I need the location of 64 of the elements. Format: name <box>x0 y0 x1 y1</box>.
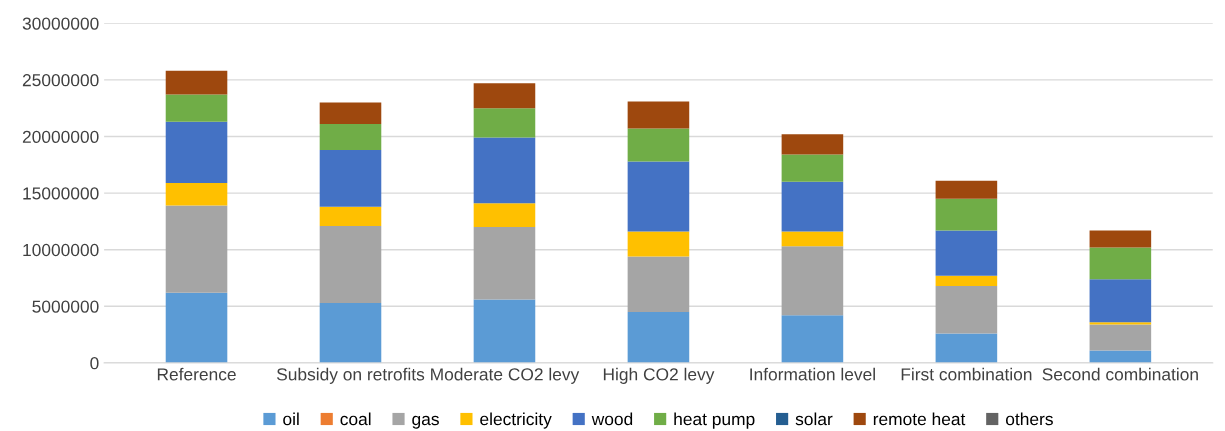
y-tick-label: 20000000 <box>22 130 99 143</box>
bar <box>473 137 536 204</box>
legend-label: wood <box>591 412 633 426</box>
bar <box>165 182 228 206</box>
x-tick-label: Reference <box>157 367 236 381</box>
x-tick-label: Subsidy on retrofits <box>276 367 425 384</box>
y-tick-label: 30000000 <box>22 17 99 30</box>
bar <box>473 299 536 363</box>
bar <box>319 206 382 226</box>
bar <box>1089 247 1152 280</box>
bar <box>319 150 382 207</box>
y-tick-label: 25000000 <box>22 74 99 87</box>
bar <box>627 128 690 162</box>
legend-label: oil <box>283 412 299 426</box>
y-tick-label: 5000000 <box>32 300 99 313</box>
legend-label: gas <box>412 415 439 429</box>
legend-label: others <box>1005 412 1053 426</box>
bar <box>165 94 228 122</box>
bar <box>627 256 690 312</box>
bar <box>627 231 690 257</box>
y-tick-label: 15000000 <box>23 187 99 200</box>
bar <box>473 108 536 138</box>
bar <box>473 83 536 109</box>
x-tick-label: Second combination <box>1042 367 1198 381</box>
bar <box>319 225 382 303</box>
bar <box>781 181 844 232</box>
bar <box>319 102 382 125</box>
bar <box>627 161 690 232</box>
bar <box>165 205 228 293</box>
bar <box>627 101 690 129</box>
bar <box>1089 324 1152 351</box>
legend-label: solar <box>795 412 833 426</box>
bar <box>935 198 998 231</box>
legend-label: heat pump <box>674 412 755 429</box>
bar <box>781 134 844 155</box>
bar <box>1089 350 1152 363</box>
bar <box>165 292 228 363</box>
bar <box>935 180 998 199</box>
x-tick-label: Information level <box>750 367 875 381</box>
bar <box>935 275 998 286</box>
bar <box>165 70 228 95</box>
bar <box>781 231 844 247</box>
bar <box>165 121 228 183</box>
bar <box>473 227 536 300</box>
bar <box>473 203 536 228</box>
bar <box>935 230 998 276</box>
bar <box>1089 279 1152 323</box>
legend-label: electricity <box>480 412 552 429</box>
x-tick-label: Moderate CO2 levy <box>431 367 580 384</box>
legend-label: remote heat <box>873 412 966 426</box>
bar <box>935 285 998 334</box>
bar <box>781 246 844 316</box>
y-tick-label: 10000000 <box>23 243 99 257</box>
bar <box>627 311 690 363</box>
legend-label: coal <box>340 412 371 426</box>
bar <box>781 154 844 182</box>
bar <box>935 333 998 363</box>
x-tick-label: High CO2 levy <box>603 367 715 384</box>
x-tick-label: First combination <box>901 367 1032 381</box>
bar <box>319 302 382 363</box>
bar <box>1089 230 1152 248</box>
bar <box>319 124 382 151</box>
bar <box>781 315 844 363</box>
y-tick-label: 0 <box>90 357 99 370</box>
